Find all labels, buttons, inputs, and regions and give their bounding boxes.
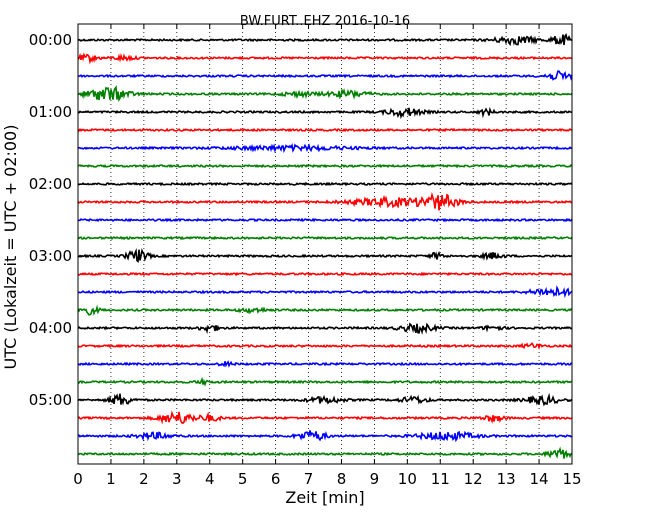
x-tick-label: 15 xyxy=(562,470,581,488)
y-axis-label: UTC (Lokalzeit = UTC + 02:00) xyxy=(1,125,20,370)
trace-line xyxy=(77,410,573,425)
trace-line xyxy=(77,446,573,459)
x-tick-label: 6 xyxy=(271,470,281,488)
trace-line xyxy=(77,285,573,299)
x-tick-label: 4 xyxy=(205,470,215,488)
y-axis-ticks: 00:00 01:00 02:00 03:00 04:00 05:00 xyxy=(29,31,572,409)
x-tick-label: 7 xyxy=(304,470,314,488)
trace-line xyxy=(77,143,573,154)
y-tick-label: 05:00 xyxy=(29,391,72,409)
trace-line xyxy=(77,70,573,81)
y-tick-label: 04:00 xyxy=(29,319,72,337)
plot-frame xyxy=(77,23,573,465)
trace-line xyxy=(77,376,573,387)
trace-line xyxy=(77,127,573,133)
x-axis-label: Zeit [min] xyxy=(285,488,364,507)
y-tick-label: 01:00 xyxy=(29,103,72,121)
trace-line xyxy=(77,271,573,277)
trace-line xyxy=(77,322,573,335)
x-tick-label: 8 xyxy=(337,470,347,488)
x-tick-label: 0 xyxy=(73,470,83,488)
trace-line xyxy=(77,85,573,102)
x-tick-label: 12 xyxy=(464,470,483,488)
trace-line xyxy=(77,360,573,368)
trace-line xyxy=(77,163,573,169)
trace-line xyxy=(77,342,573,350)
x-tick-label: 11 xyxy=(431,470,450,488)
trace-line xyxy=(77,304,573,316)
x-tick-label: 14 xyxy=(530,470,549,488)
trace-line xyxy=(77,430,573,443)
x-tick-label: 13 xyxy=(497,470,516,488)
trace-line xyxy=(77,181,573,187)
x-tick-label: 10 xyxy=(398,470,417,488)
trace-line xyxy=(77,191,573,211)
trace-line xyxy=(77,106,573,120)
trace-line xyxy=(77,392,573,407)
trace-line xyxy=(77,217,573,223)
vertical-grid xyxy=(110,24,540,464)
x-axis-ticks: 0 1 2 3 4 5 6 7 8 9 10 11 12 13 14 15 xyxy=(73,24,582,488)
x-tick-label: 3 xyxy=(172,470,182,488)
trace-line xyxy=(77,52,573,65)
trace-line xyxy=(77,235,573,241)
trace-line xyxy=(77,247,573,264)
x-tick-label: 1 xyxy=(106,470,116,488)
y-tick-label: 03:00 xyxy=(29,247,72,265)
chart-title: BW.FURT..EHZ 2016-10-16 xyxy=(240,14,410,29)
seismic-traces xyxy=(77,33,573,459)
x-tick-label: 2 xyxy=(139,470,149,488)
x-tick-label: 5 xyxy=(238,470,248,488)
x-tick-label: 9 xyxy=(370,470,380,488)
y-tick-label: 02:00 xyxy=(29,175,72,193)
y-tick-label: 00:00 xyxy=(29,31,72,49)
trace-line xyxy=(77,33,573,47)
